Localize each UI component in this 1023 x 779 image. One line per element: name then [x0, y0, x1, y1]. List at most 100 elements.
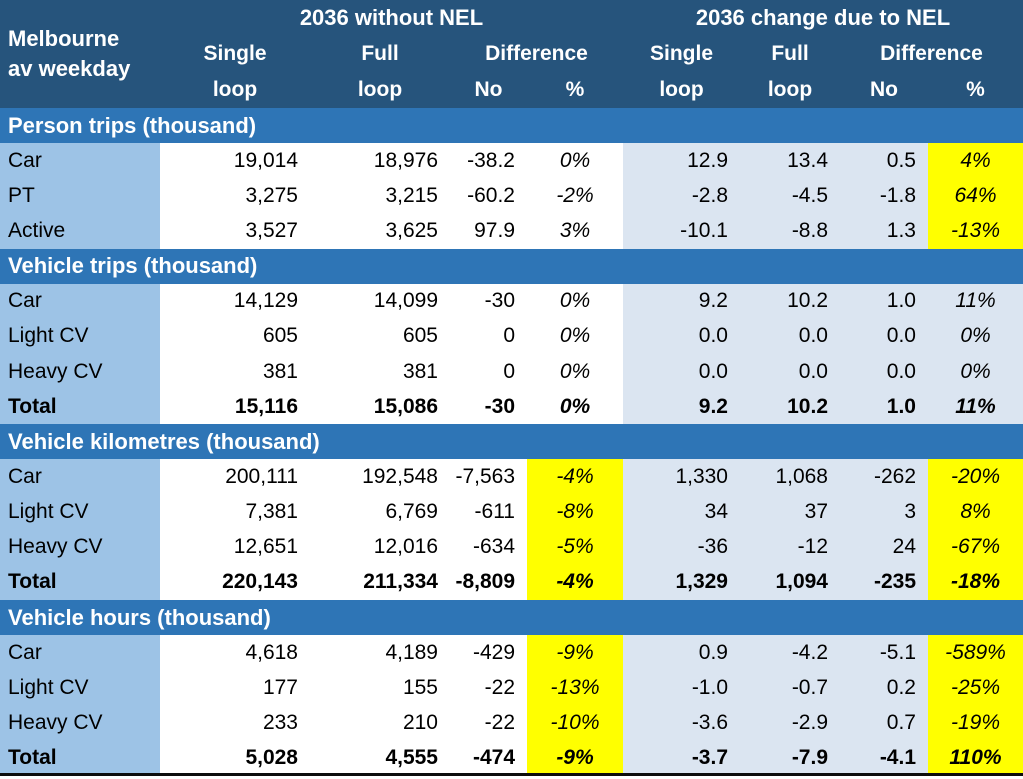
table-row: Active 3,527 3,625 97.9 3% -10.1 -8.8 1.… [0, 213, 1023, 249]
row-label: Heavy CV [0, 529, 160, 565]
row-label: Active [0, 213, 160, 249]
cell: -2% [556, 183, 594, 207]
section-header-vehicle-hours: Vehicle hours (thousand) [0, 600, 1023, 636]
cell: 12,651 [233, 535, 298, 559]
cell: 220,143 [222, 570, 298, 594]
cell: 0.5 [840, 143, 928, 179]
cell: -7.9 [740, 740, 840, 773]
row-label: Light CV [0, 494, 160, 530]
cell: 18,976 [373, 148, 438, 172]
group-header-change-nel: 2036 change due to NEL [695, 5, 951, 30]
cell: -262 [840, 459, 928, 495]
cell: -12 [740, 529, 840, 565]
cell: 3,625 [385, 218, 438, 242]
table-row-total: Total 220,143 211,334 -8,809 -4% 1,329 1… [0, 564, 1023, 601]
table-header: Melbourne av weekday 2036 without NEL 20… [0, 0, 1023, 108]
highlighted-cell: 4% [928, 143, 1023, 179]
cell: 0.7 [840, 705, 928, 741]
table-row: Light CV 7,381 6,769 -611 -8% 34 37 3 8% [0, 494, 1023, 530]
cell: -10.1 [623, 213, 740, 249]
cell: 14,129 [233, 289, 298, 313]
row-label: Heavy CV [0, 353, 160, 390]
row-label: PT [0, 178, 160, 214]
cell: 177 [262, 675, 298, 699]
cell: 6,769 [385, 500, 438, 524]
cell: -7,563 [455, 464, 515, 488]
col-header-full-right: Full [771, 42, 809, 65]
cell: 0% [559, 394, 591, 418]
row-label: Car [0, 283, 160, 319]
highlighted-cell: -4% [527, 564, 623, 601]
col-header-single-right: Single [649, 42, 713, 65]
cell: 37 [740, 494, 840, 530]
highlighted-cell: -13% [527, 670, 623, 706]
cell: 0.0 [840, 353, 928, 390]
table-row-total: Total 15,116 15,086 -30 0% 9.2 10.2 1.0 … [0, 389, 1023, 425]
cell: -235 [840, 564, 928, 601]
cell: 0.0 [740, 318, 840, 354]
cell: 12.9 [623, 143, 740, 179]
cell: 0% [928, 353, 1023, 390]
table-row: Car 200,111 192,548 -7,563 -4% 1,330 1,0… [0, 459, 1023, 495]
cell: 15,086 [373, 394, 438, 418]
col-header-loop-2: loop [357, 78, 403, 101]
cell: 24 [840, 529, 928, 565]
section-header-person-trips: Person trips (thousand) [0, 108, 1023, 143]
cell: 1.3 [840, 213, 928, 249]
cell: 11% [928, 389, 1023, 425]
cell: 233 [262, 711, 298, 735]
cell: 4,555 [385, 746, 438, 770]
row-label: Light CV [0, 318, 160, 354]
table-row: Light CV 605 605 0 0% 0.0 0.0 0.0 0% [0, 318, 1023, 354]
highlighted-cell: 8% [928, 494, 1023, 530]
cell: -22 [484, 711, 515, 735]
cell: 1,068 [740, 459, 840, 495]
row-label: Car [0, 459, 160, 495]
cell: 3 [840, 494, 928, 530]
cell: 19,014 [233, 148, 298, 172]
cell: -429 [472, 640, 515, 664]
col-header-full-left: Full [361, 42, 399, 65]
cell: -38.2 [467, 148, 515, 172]
cell: -30 [484, 289, 515, 313]
cell: -2.8 [623, 178, 740, 214]
cell: 0 [503, 324, 515, 348]
cell: -611 [474, 500, 515, 524]
highlighted-cell: -9% [527, 740, 623, 773]
cell: -36 [623, 529, 740, 565]
cell: 10.2 [740, 389, 840, 425]
cell: 3,527 [245, 218, 298, 242]
cell: 0% [559, 148, 591, 172]
cell: 13.4 [740, 143, 840, 179]
cell: -4.5 [740, 178, 840, 214]
cell: -8.8 [740, 213, 840, 249]
cell: -1.8 [840, 178, 928, 214]
col-header-no-right: No [870, 78, 898, 101]
cell: 3,215 [385, 183, 438, 207]
col-header-difference-left: Difference [485, 42, 588, 65]
cell: -22 [484, 675, 515, 699]
cell: 1,329 [623, 564, 740, 601]
cell: 381 [402, 359, 438, 383]
cell: 11% [928, 283, 1023, 319]
highlighted-cell: -18% [928, 564, 1023, 601]
cell: 0% [559, 359, 591, 383]
col-header-single-left: Single [203, 42, 267, 65]
col-header-pct-left: % [565, 78, 585, 101]
cell: 15,116 [234, 394, 298, 418]
highlighted-cell: 110% [928, 740, 1023, 773]
row-label: Total [0, 389, 160, 425]
cell: -1.0 [623, 670, 740, 706]
highlighted-cell: -19% [928, 705, 1023, 741]
cell: 3% [559, 218, 591, 242]
highlighted-cell: 64% [928, 178, 1023, 214]
table-row: Light CV 177 155 -22 -13% -1.0 -0.7 0.2 … [0, 670, 1023, 706]
cell: 0% [559, 289, 591, 313]
highlighted-cell: -589% [928, 635, 1023, 671]
cell: -3.6 [623, 705, 740, 741]
cell: 192,548 [362, 464, 438, 488]
cell: 0% [559, 324, 591, 348]
table-row: Heavy CV 12,651 12,016 -634 -5% -36 -12 … [0, 529, 1023, 565]
cell: 381 [262, 359, 298, 383]
cell: 0.0 [623, 318, 740, 354]
